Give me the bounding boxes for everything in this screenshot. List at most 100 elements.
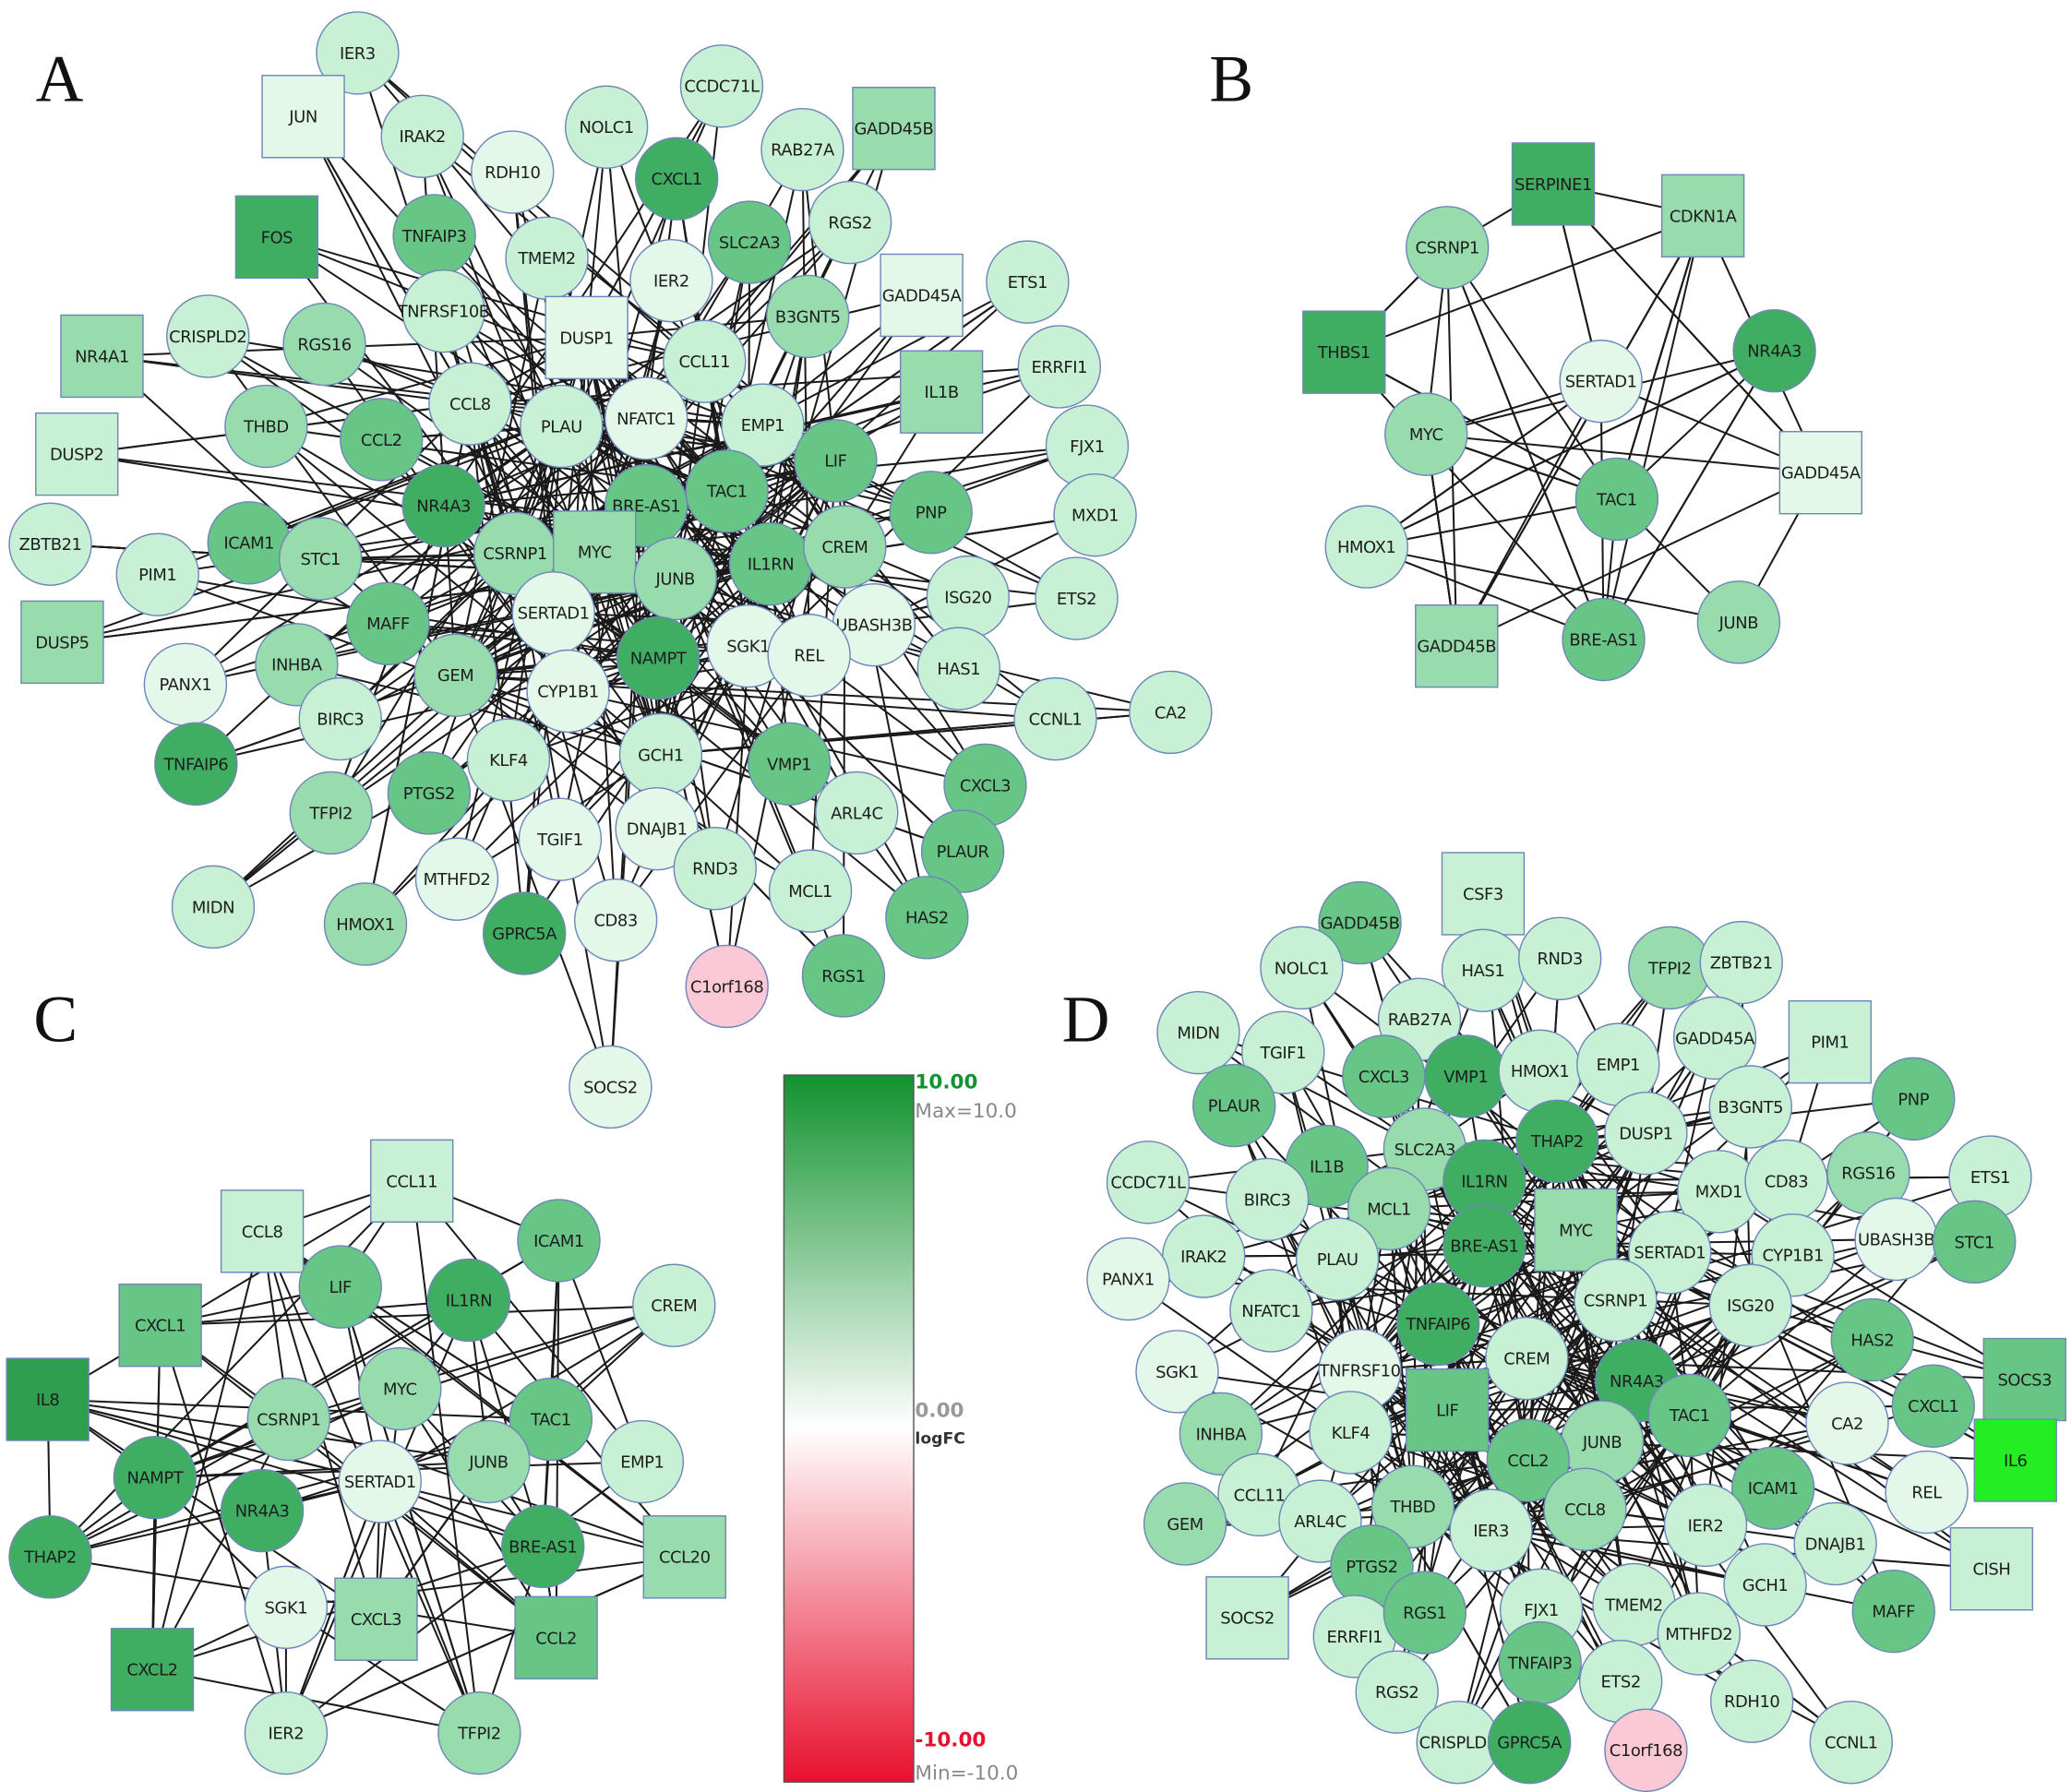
node-label: ARL4C: [1294, 1512, 1346, 1532]
node-circle: [1017, 325, 1102, 409]
node-label: STC1: [300, 550, 340, 569]
edge: [1456, 1415, 1691, 1743]
node: IER2: [629, 238, 713, 323]
node: MTHFD2: [1657, 1592, 1742, 1676]
node-label: VMP1: [767, 755, 811, 774]
node: CXCL1: [634, 137, 719, 221]
node-label: HAS1: [937, 660, 980, 679]
node: THBS1: [1302, 310, 1386, 394]
node-square: [514, 1595, 598, 1680]
node: EMP1: [721, 383, 805, 467]
node: CCNL1: [1013, 676, 1097, 761]
node-label: NFATC1: [617, 410, 676, 429]
node: SOCS3: [1982, 1337, 2066, 1422]
node: IL6: [1973, 1418, 2057, 1502]
node-label: LIF: [1436, 1401, 1458, 1420]
node-circle: [244, 1565, 329, 1650]
node-label: PANX1: [159, 675, 211, 695]
node: MTHFD2: [414, 837, 499, 921]
node-label: CCL8: [242, 1223, 283, 1242]
node-circle: [1891, 1364, 1975, 1448]
edge: [285, 1556, 686, 1735]
node-square: [234, 195, 319, 280]
node: DUSP1: [1604, 1091, 1688, 1176]
node-circle: [721, 383, 805, 467]
node-label: RGS2: [1375, 1683, 1419, 1702]
node: MYC: [1384, 392, 1468, 476]
node: CRISPLD2: [1416, 1700, 1500, 1785]
node-circle: [517, 1199, 601, 1283]
node: RGS2: [808, 180, 892, 265]
edge: [288, 1418, 557, 1639]
node: UBASH3B: [832, 583, 916, 667]
node-label: RGS16: [1841, 1165, 1895, 1184]
edge: [1446, 246, 1618, 500]
node-circle: [113, 1436, 198, 1520]
node-label: CREM: [1503, 1350, 1550, 1369]
node-label: IL1RN: [748, 556, 794, 575]
node-label: FOS: [261, 228, 293, 247]
node: IL1RN: [426, 1258, 511, 1343]
node: MAFF: [346, 581, 430, 665]
node: THBD: [224, 384, 308, 469]
node: MYC: [1534, 1188, 1618, 1272]
node-label: TMEM2: [1604, 1595, 1662, 1615]
node: ICAM1: [207, 501, 291, 585]
node-square: [899, 350, 984, 434]
node-circle: [685, 944, 769, 1029]
node: NAMPT: [113, 1436, 198, 1520]
edge: [456, 563, 772, 880]
node: NOLC1: [564, 85, 649, 169]
node-circle: [1013, 676, 1097, 761]
node: B3GNT5: [766, 274, 850, 359]
node-circle: [1710, 1659, 1794, 1743]
node: TAC1: [509, 1377, 593, 1462]
node-circle: [518, 797, 603, 881]
node-circle: [1885, 1450, 1969, 1535]
node: MAFF: [1851, 1569, 1935, 1654]
node-label: GPRC5A: [1497, 1734, 1562, 1753]
node-circle: [1699, 920, 1783, 1005]
node-circle: [808, 180, 892, 265]
node-label: CCDC71L: [684, 78, 760, 97]
node: GADD45A: [1778, 431, 1863, 515]
node: CD83: [1744, 1139, 1828, 1224]
node-circle: [1192, 1063, 1276, 1148]
node-circle: [340, 398, 424, 482]
node: THBD: [1371, 1464, 1455, 1548]
node-circle: [447, 1419, 531, 1504]
node: CCL11: [370, 1139, 454, 1224]
node: CSRNP1: [246, 1377, 330, 1462]
node-label: HAS2: [1850, 1331, 1894, 1350]
node: KLF4: [466, 718, 551, 802]
node-label: CSRNP1: [1416, 239, 1479, 258]
node-label: IRAK2: [400, 127, 446, 147]
node-circle: [1309, 1391, 1393, 1475]
node-label: REL: [794, 647, 824, 666]
node-circle: [1793, 1501, 1877, 1586]
node-label: TNFAIP6: [1405, 1315, 1470, 1334]
node-label: CCL2: [1507, 1452, 1549, 1471]
node: HAS2: [885, 876, 969, 960]
node-label: IL1RN: [1461, 1172, 1507, 1191]
edge: [302, 115, 472, 405]
node-label: RDH10: [1724, 1692, 1779, 1712]
node-label: CREM: [651, 1296, 697, 1316]
node-circle: [1129, 670, 1213, 755]
node-label: B3GNT5: [1718, 1098, 1783, 1117]
node: TNFRSF10: [1318, 1328, 1402, 1413]
edge: [411, 1180, 481, 1734]
edge: [266, 336, 587, 427]
node-circle: [1179, 1392, 1263, 1476]
node-label: TGIF1: [536, 830, 583, 850]
node: RDH10: [1710, 1659, 1794, 1743]
node: ETS1: [1948, 1135, 2032, 1219]
node: IRAK2: [380, 94, 464, 178]
node-label: FJX1: [1070, 437, 1105, 457]
node: THAP2: [8, 1515, 92, 1599]
node-label: GADD45A: [1781, 464, 1862, 484]
node-label: STC1: [1955, 1233, 1994, 1252]
node-label: LIF: [329, 1278, 352, 1297]
edge: [284, 1481, 381, 1734]
node-square: [1973, 1418, 2057, 1502]
